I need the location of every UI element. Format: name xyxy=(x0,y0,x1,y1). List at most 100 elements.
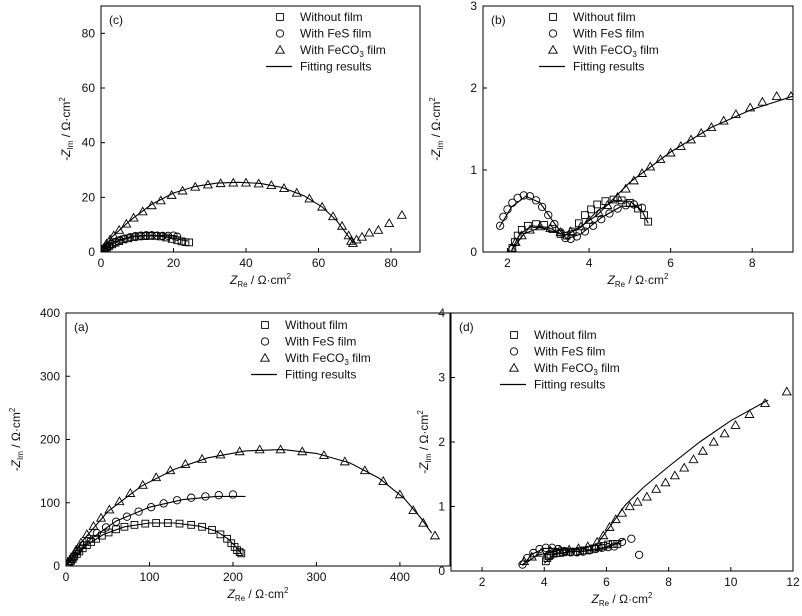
data-area xyxy=(66,444,441,566)
triangle-point xyxy=(234,446,245,456)
x-axis-label: ZRe / Ω·cm2 xyxy=(591,591,654,608)
y-axis-label: -ZIm / Ω·cm2 xyxy=(428,97,445,161)
square-point xyxy=(208,526,216,534)
circle-point xyxy=(142,231,151,240)
triangle-point xyxy=(253,178,264,188)
triangle-point xyxy=(708,436,719,446)
circle-point xyxy=(122,512,132,521)
triangle-point xyxy=(155,195,166,205)
triangle-point xyxy=(327,211,339,221)
legend-label: Without film xyxy=(300,10,363,24)
triangle-point xyxy=(620,183,631,193)
circle-point xyxy=(228,490,238,499)
x-axis-label: ZRe / Ω·cm2 xyxy=(607,272,670,289)
y-tick-label: 0 xyxy=(470,245,477,259)
triangle-point xyxy=(104,504,115,514)
triangle-point xyxy=(718,115,729,125)
triangle-point xyxy=(759,398,771,407)
x-axis-label: ZRe / Ω·cm2 xyxy=(227,586,290,603)
square-point xyxy=(177,237,186,246)
triangle-point xyxy=(757,96,768,106)
y-axis-label: -ZIm / Ω·cm2 xyxy=(58,97,75,161)
triangle-point xyxy=(771,90,782,100)
square-point xyxy=(104,528,113,537)
panel-label: (b) xyxy=(491,13,506,27)
triangle-point xyxy=(564,544,575,554)
circle-point xyxy=(519,191,528,200)
triangle-point xyxy=(524,224,535,234)
legend-circle xyxy=(509,347,519,356)
triangle-point xyxy=(506,242,517,252)
square-point xyxy=(175,519,184,528)
triangle-point xyxy=(128,212,139,222)
circle-point xyxy=(172,496,182,505)
triangle-point xyxy=(240,177,252,187)
triangle-point xyxy=(745,102,756,112)
circle-point xyxy=(621,201,630,210)
triangle-point xyxy=(536,547,547,557)
circle-point xyxy=(187,493,196,502)
triangle-point xyxy=(373,224,384,234)
square-point xyxy=(124,234,133,243)
triangle-point xyxy=(378,476,389,485)
triangle-point xyxy=(679,462,690,472)
triangle-point xyxy=(396,209,407,219)
legend-triangle xyxy=(274,44,286,54)
triangle-point xyxy=(108,230,119,240)
legend-label: With FeCO3 film xyxy=(300,43,386,59)
square-point xyxy=(130,521,139,529)
triangle-point xyxy=(651,483,662,493)
plot-frame xyxy=(482,5,794,253)
triangle-point xyxy=(675,141,686,150)
circle-point xyxy=(580,227,590,236)
triangle-point xyxy=(95,512,107,522)
triangle-point xyxy=(137,206,148,216)
circle-point xyxy=(503,205,512,214)
circle-point xyxy=(547,543,557,552)
triangle-point xyxy=(545,545,556,555)
y-tick-label: 40 xyxy=(82,136,96,150)
legend-label: Without film xyxy=(285,318,348,332)
square-point xyxy=(640,211,648,219)
triangle-point xyxy=(660,477,671,487)
y-tick-label: 60 xyxy=(82,81,96,95)
triangle-point xyxy=(215,449,226,459)
triangle-point xyxy=(336,220,348,230)
triangle-point xyxy=(688,454,699,464)
legend-circle xyxy=(275,29,285,38)
x-tick-label: 40 xyxy=(239,256,253,270)
square-point xyxy=(187,521,196,529)
circle-point xyxy=(201,492,210,501)
x-axis-label: ZRe / Ω·cm2 xyxy=(229,272,292,289)
triangle-point xyxy=(592,536,603,546)
circle-point xyxy=(531,196,541,205)
triangle-point xyxy=(706,122,717,132)
circle-point xyxy=(147,231,156,240)
square-point xyxy=(237,549,246,558)
triangle-point xyxy=(669,470,680,480)
circle-point xyxy=(610,542,619,551)
legend-square xyxy=(276,13,284,21)
legend: Without film With FeS film With FeCO3 film… xyxy=(500,328,620,392)
y-tick-label: 0 xyxy=(53,559,60,573)
x-tick-label: 12 xyxy=(786,575,800,589)
circle-point xyxy=(111,517,121,526)
triangle-point xyxy=(202,179,214,189)
x-tick-label: 80 xyxy=(384,256,398,270)
triangle-point xyxy=(510,236,521,246)
triangle-point xyxy=(394,489,405,499)
triangle-point xyxy=(565,226,576,236)
legend-label: With FeCO3 film xyxy=(573,43,659,59)
triangle-point xyxy=(696,127,707,137)
circle-point xyxy=(537,202,547,212)
triangle-point xyxy=(317,201,328,211)
circle-point xyxy=(572,232,581,241)
triangle-point xyxy=(781,386,792,396)
triangle-point xyxy=(612,191,623,201)
legend-square xyxy=(261,321,269,329)
x-tick-label: 4 xyxy=(541,575,548,589)
triangle-point xyxy=(628,175,639,185)
triangle-point xyxy=(190,181,201,191)
panel-label: (d) xyxy=(459,320,474,334)
